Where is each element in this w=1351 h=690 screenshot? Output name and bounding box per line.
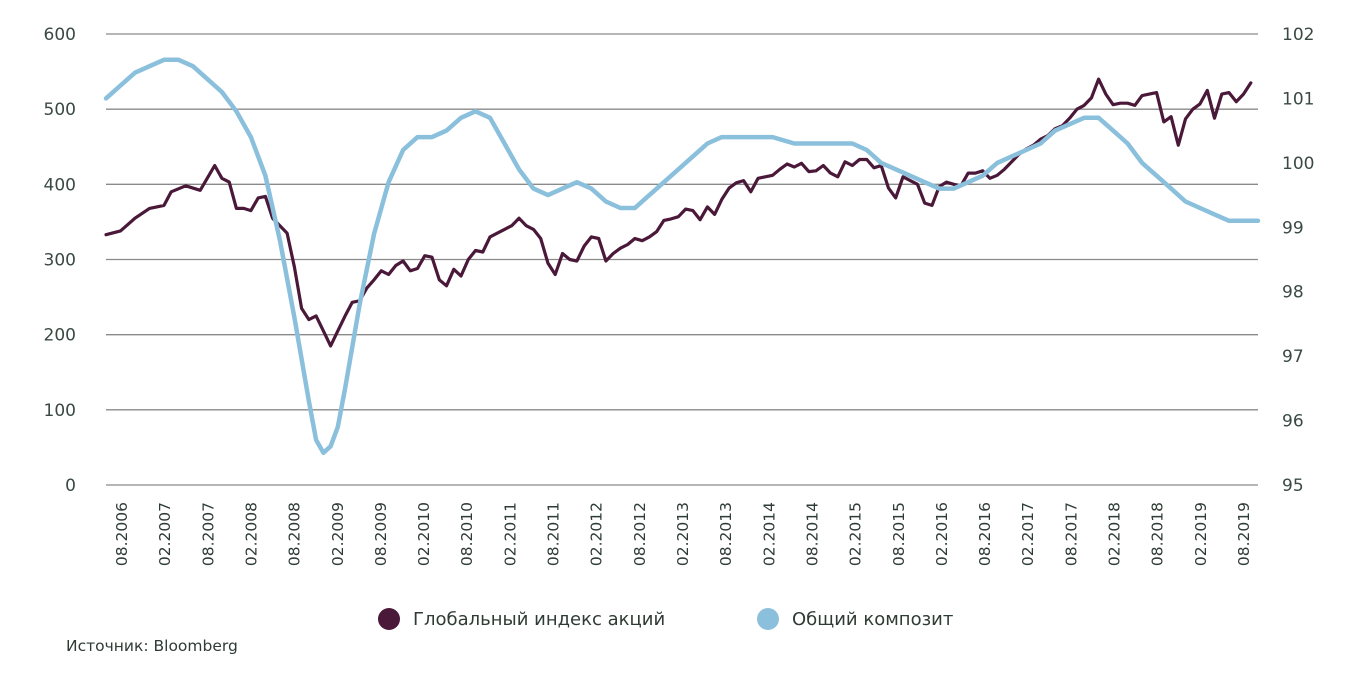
series-line-composite xyxy=(103,57,1261,456)
legend-swatch-composite xyxy=(757,608,779,630)
x-tick-label: 08.2014 xyxy=(803,502,821,566)
grid-lines xyxy=(106,33,1258,486)
x-tick-label: 08.2016 xyxy=(976,502,994,566)
x-tick-label: 08.2008 xyxy=(286,502,304,566)
y-right-tick-label: 100 xyxy=(1282,154,1314,174)
x-tick-label: 02.2014 xyxy=(760,502,778,566)
x-tick-label: 02.2018 xyxy=(1106,502,1124,566)
x-tick-label: 02.2011 xyxy=(501,502,519,566)
x-tick-label: 08.2019 xyxy=(1235,502,1253,566)
y-left-tick-label: 300 xyxy=(44,251,76,271)
x-tick-label: 02.2007 xyxy=(156,502,174,566)
y-left-tick-label: 0 xyxy=(65,476,76,496)
x-tick-label: 02.2017 xyxy=(1019,502,1037,566)
legend-swatch-global-index xyxy=(378,608,400,630)
series-lines xyxy=(103,57,1261,456)
legend-label-global-index: Глобальный индекс акций xyxy=(413,609,665,630)
legend-label-composite: Общий композит xyxy=(792,609,953,630)
x-tick-label: 08.2011 xyxy=(545,502,563,566)
y-right-tick-label: 101 xyxy=(1282,89,1314,109)
y-right-tick-label: 96 xyxy=(1282,412,1304,432)
x-tick-label: 02.2016 xyxy=(933,502,951,566)
y-right-tick-label: 102 xyxy=(1282,25,1314,45)
y-right-tick-label: 99 xyxy=(1282,218,1304,238)
y-right-tick-label: 95 xyxy=(1282,476,1304,496)
x-tick-label: 08.2012 xyxy=(631,502,649,566)
x-tick-label: 02.2012 xyxy=(588,502,606,566)
y-axis-left: 0 100 200 300 400 500 600 xyxy=(44,25,76,496)
series-line-global-index xyxy=(104,77,1253,348)
y-left-tick-label: 400 xyxy=(44,175,76,195)
y-left-tick-label: 500 xyxy=(44,100,76,120)
source-note: Источник: Bloomberg xyxy=(66,637,238,655)
x-tick-label: 08.2018 xyxy=(1149,502,1167,566)
x-tick-label: 02.2013 xyxy=(674,502,692,566)
x-tick-label: 08.2015 xyxy=(890,502,908,566)
x-tick-label: 02.2009 xyxy=(329,502,347,566)
x-tick-label: 08.2010 xyxy=(458,502,476,566)
x-tick-label: 08.2007 xyxy=(199,502,217,566)
x-tick-label: 08.2006 xyxy=(113,502,131,566)
y-left-tick-label: 200 xyxy=(44,326,76,346)
x-tick-label: 08.2009 xyxy=(372,502,390,566)
x-tick-label: 02.2008 xyxy=(242,502,260,566)
x-tick-label: 02.2010 xyxy=(415,502,433,566)
x-tick-label: 02.2019 xyxy=(1192,502,1210,566)
x-tick-label: 02.2015 xyxy=(847,502,865,566)
y-left-tick-label: 100 xyxy=(44,401,76,421)
x-tick-label: 08.2013 xyxy=(717,502,735,566)
legend: Глобальный индекс акций Общий композит xyxy=(378,608,953,630)
x-axis: 08.2006 02.2007 08.2007 02.2008 08.2008 02.20… xyxy=(113,502,1253,566)
y-left-tick-label: 600 xyxy=(44,25,76,45)
x-tick-label: 08.2017 xyxy=(1062,502,1080,566)
y-axis-right: 95 96 97 98 99 100 101 102 xyxy=(1282,25,1314,496)
y-right-tick-label: 97 xyxy=(1282,347,1304,367)
y-right-tick-label: 98 xyxy=(1282,283,1304,303)
